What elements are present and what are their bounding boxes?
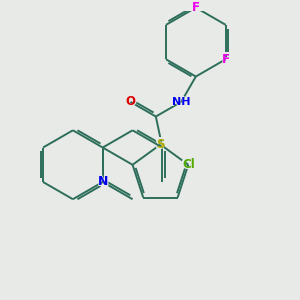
Text: F: F [191, 0, 201, 15]
Text: Cl: Cl [180, 157, 196, 172]
Text: S: S [155, 137, 166, 152]
Text: O: O [124, 94, 137, 110]
Text: F: F [222, 53, 230, 66]
Text: Cl: Cl [182, 158, 195, 171]
Text: N: N [98, 176, 108, 188]
Text: F: F [221, 52, 231, 67]
Text: F: F [192, 1, 200, 14]
Text: N: N [96, 175, 109, 190]
Text: NH: NH [169, 95, 193, 109]
Text: NH: NH [172, 97, 190, 107]
Text: O: O [125, 95, 136, 108]
Text: S: S [156, 138, 165, 151]
